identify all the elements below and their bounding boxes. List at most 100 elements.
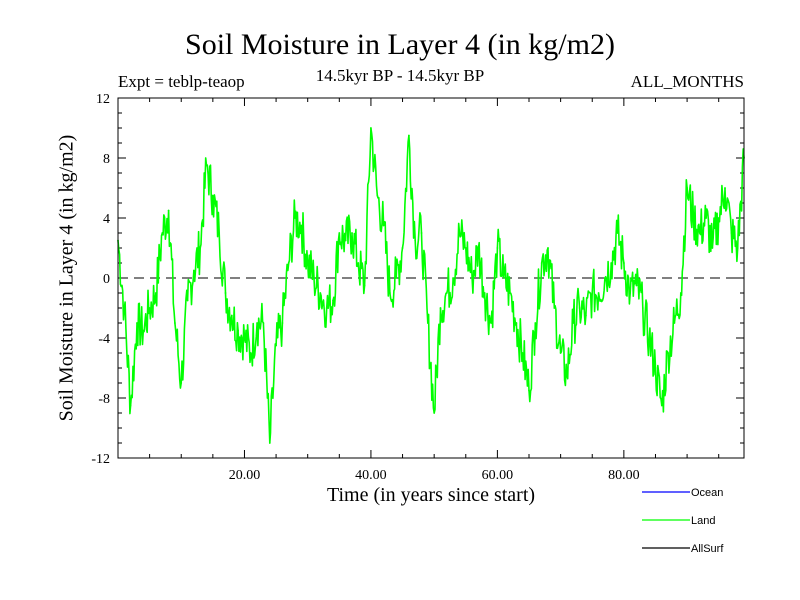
data-point bbox=[445, 292, 448, 294]
months-label: ALL_MONTHS bbox=[630, 72, 744, 91]
data-point bbox=[458, 232, 461, 234]
data-point bbox=[698, 232, 701, 234]
data-point bbox=[382, 224, 385, 227]
y-tick-label: 8 bbox=[103, 152, 110, 167]
data-point bbox=[610, 262, 613, 264]
series-line-land bbox=[117, 127, 745, 444]
data-point bbox=[319, 292, 322, 294]
data-point bbox=[281, 322, 284, 324]
y-tick-label: -12 bbox=[91, 452, 110, 467]
data-point bbox=[313, 277, 315, 279]
data-point bbox=[426, 322, 429, 324]
data-point bbox=[148, 307, 151, 309]
data-point bbox=[275, 344, 277, 347]
data-point bbox=[705, 217, 707, 219]
data-point bbox=[483, 292, 486, 294]
data-point bbox=[155, 292, 157, 294]
data-point bbox=[306, 262, 309, 264]
y-tick-label: -8 bbox=[98, 392, 110, 407]
data-point bbox=[389, 292, 391, 294]
data-point bbox=[559, 352, 562, 354]
data-point bbox=[616, 232, 619, 234]
data-point bbox=[205, 164, 208, 167]
data-point bbox=[490, 322, 492, 324]
data-point bbox=[566, 374, 568, 377]
data-point bbox=[262, 322, 265, 324]
data-point bbox=[123, 307, 126, 309]
data-point bbox=[332, 299, 334, 302]
plot-frame bbox=[117, 97, 745, 459]
data-point bbox=[325, 307, 328, 309]
data-point bbox=[534, 322, 537, 324]
data-point bbox=[218, 232, 221, 234]
x-tick-labels: 20.00 40.00 60.00 80.00 bbox=[229, 468, 640, 483]
data-point bbox=[623, 262, 625, 264]
data-point bbox=[142, 329, 145, 332]
data-point bbox=[408, 134, 410, 137]
data-point bbox=[648, 337, 651, 339]
data-point bbox=[464, 247, 467, 249]
y-tick-label: -4 bbox=[98, 332, 110, 347]
data-point bbox=[136, 322, 138, 324]
data-point bbox=[180, 382, 183, 384]
data-point bbox=[363, 284, 366, 287]
data-point bbox=[724, 187, 726, 189]
y-tick-label: 12 bbox=[96, 92, 110, 107]
data-point bbox=[496, 247, 499, 249]
data-point bbox=[211, 194, 214, 197]
experiment-label: Expt = teblp-teaop bbox=[118, 72, 245, 91]
data-point bbox=[420, 232, 423, 234]
data-point bbox=[509, 292, 511, 294]
data-point bbox=[553, 307, 556, 309]
data-point bbox=[300, 224, 303, 227]
y-tick-label: 0 bbox=[103, 272, 110, 287]
data-point bbox=[654, 367, 657, 369]
data-point bbox=[667, 352, 669, 354]
data-point bbox=[635, 284, 638, 287]
data-point bbox=[433, 412, 436, 414]
data-point bbox=[604, 277, 606, 279]
data-point bbox=[540, 262, 543, 264]
data-point bbox=[395, 277, 398, 279]
data-point bbox=[186, 299, 189, 302]
data-point bbox=[199, 247, 202, 249]
data-point bbox=[629, 292, 632, 294]
data-point bbox=[528, 389, 530, 392]
legend-label-ocean: Ocean bbox=[691, 487, 723, 499]
chart-title: Soil Moisture in Layer 4 (in kg/m2) bbox=[185, 28, 615, 61]
data-point bbox=[193, 269, 195, 272]
data-point bbox=[597, 292, 600, 294]
x-tick-label: 40.00 bbox=[355, 468, 387, 483]
data-point bbox=[344, 239, 347, 242]
data-point bbox=[268, 442, 271, 444]
data-point bbox=[237, 329, 240, 332]
period-label: 14.5kyr BP - 14.5kyr BP bbox=[315, 66, 485, 85]
y-tick-labels: -12 -8 -4 0 4 8 12 bbox=[91, 92, 110, 467]
data-point bbox=[167, 209, 170, 212]
data-point bbox=[673, 322, 676, 324]
legend: Ocean Land AllSurf bbox=[642, 487, 724, 555]
data-point bbox=[736, 247, 739, 249]
data-point bbox=[717, 217, 720, 219]
data-point bbox=[515, 322, 518, 324]
data-point bbox=[502, 277, 505, 279]
data-point bbox=[287, 262, 290, 264]
data-point bbox=[174, 322, 176, 324]
data-point bbox=[351, 232, 353, 234]
data-point bbox=[414, 239, 417, 242]
data-point bbox=[161, 232, 164, 234]
data-point bbox=[679, 292, 682, 294]
data-point bbox=[376, 194, 379, 197]
data-point bbox=[578, 307, 581, 309]
data-point bbox=[660, 404, 663, 407]
data-point bbox=[572, 322, 575, 324]
data-point bbox=[585, 314, 587, 317]
data-point bbox=[477, 247, 480, 249]
legend-label-allsurf: AllSurf bbox=[691, 543, 724, 555]
x-axis-label: Time (in years since start) bbox=[326, 484, 536, 506]
data-point bbox=[256, 322, 258, 324]
data-point bbox=[243, 337, 246, 339]
data-point bbox=[730, 232, 733, 234]
data-point bbox=[224, 292, 227, 294]
